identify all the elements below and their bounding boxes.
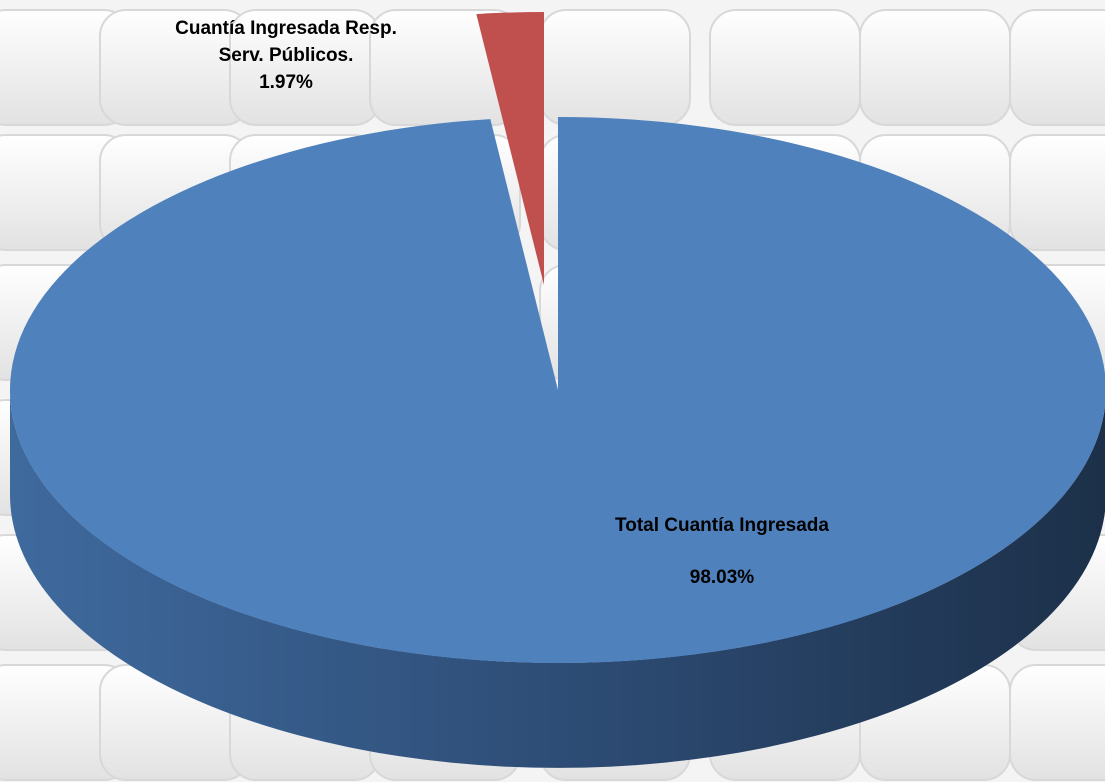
pie-slice-1 [10, 117, 1105, 768]
pie-slice-1-top [10, 117, 1105, 663]
data-label-0-name: Cuantía Ingresada Resp. [175, 18, 397, 39]
data-label-0: Cuantía Ingresada Resp. Serv. Públicos. 1.… [175, 18, 397, 93]
background-tile-15 [1009, 134, 1105, 251]
background-tile-47 [1009, 664, 1105, 781]
pie-slice-0-top [476, 12, 544, 285]
data-label-1: Total Cuantía Ingresada 98.03% [615, 515, 829, 588]
data-label-1-value: 98.03% [690, 567, 755, 588]
background-tile-7 [1009, 9, 1105, 126]
pie-slice-1-rim [10, 390, 1105, 768]
data-label-0-value: 1.97% [259, 72, 313, 93]
data-label-1-name: Total Cuantía Ingresada [615, 515, 829, 536]
pie-slice-0 [476, 12, 544, 285]
data-label-0-name: Serv. Públicos. [219, 45, 354, 66]
